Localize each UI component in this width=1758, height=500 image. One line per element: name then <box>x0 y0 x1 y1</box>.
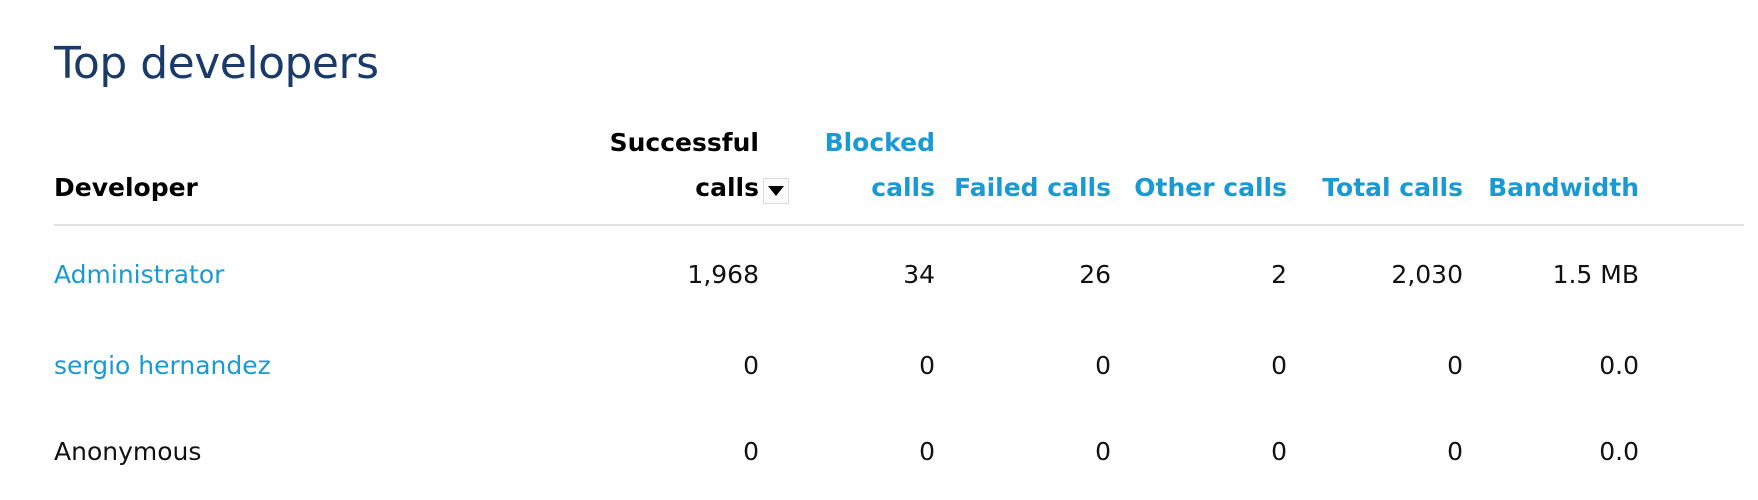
header-blocked-line1: Blocked <box>824 128 935 157</box>
developers-table: Developer Successful calls Blocked calls <box>54 108 1744 494</box>
header-successful-calls-label: Successful calls <box>610 120 759 210</box>
developer-link[interactable]: Administrator <box>54 259 225 289</box>
header-other-calls-label[interactable]: Other calls <box>1134 173 1287 202</box>
header-developer: Developer <box>54 108 579 226</box>
cell-spacer <box>1639 408 1744 494</box>
header-successful-line2: calls <box>695 173 759 202</box>
cell-total-calls: 2,030 <box>1391 259 1463 289</box>
cell-other-calls: 2 <box>1271 259 1287 289</box>
sort-down-icon[interactable] <box>763 178 789 204</box>
cell-spacer <box>1639 225 1744 322</box>
cell-successful-calls: 0 <box>743 436 759 466</box>
header-total-calls-label[interactable]: Total calls <box>1322 173 1463 202</box>
cell-blocked-calls: 0 <box>919 350 935 380</box>
cell-successful-calls: 0 <box>743 350 759 380</box>
cell-spacer <box>1639 322 1744 408</box>
panel-title: Top developers <box>54 38 379 89</box>
cell-bandwidth: 1.5 MB <box>1552 259 1639 289</box>
table-row: sergio hernandez 0 0 0 0 0 0.0 <box>54 322 1744 408</box>
top-developers-panel: Top developers Developer Successful <box>54 34 1744 466</box>
header-failed-calls[interactable]: Failed calls <box>935 108 1111 226</box>
cell-other-calls: 0 <box>1271 350 1287 380</box>
developer-link[interactable]: sergio hernandez <box>54 350 271 380</box>
header-successful-line1: Successful <box>609 128 759 157</box>
header-blocked-calls[interactable]: Blocked calls <box>759 108 935 226</box>
header-developer-label: Developer <box>54 173 198 202</box>
header-bandwidth-label[interactable]: Bandwidth <box>1488 173 1639 202</box>
header-blocked-calls-label[interactable]: Blocked calls <box>825 120 935 210</box>
header-total-calls[interactable]: Total calls <box>1287 108 1463 226</box>
cell-successful-calls: 1,968 <box>687 259 759 289</box>
cell-blocked-calls: 34 <box>903 259 935 289</box>
cell-total-calls: 0 <box>1447 436 1463 466</box>
cell-developer[interactable]: Administrator <box>54 225 579 322</box>
cell-failed-calls: 0 <box>1095 436 1111 466</box>
cell-failed-calls: 26 <box>1079 259 1111 289</box>
header-spacer <box>1639 108 1744 226</box>
header-successful-calls[interactable]: Successful calls <box>579 108 789 226</box>
table-row: Anonymous 0 0 0 0 0 0.0 <box>54 408 1744 494</box>
header-failed-calls-label[interactable]: Failed calls <box>954 173 1111 202</box>
cell-failed-calls: 0 <box>1095 350 1111 380</box>
table-row: Administrator 1,968 34 26 2 2,030 1.5 MB <box>54 225 1744 322</box>
header-blocked-line2: calls <box>871 173 935 202</box>
cell-bandwidth: 0.0 <box>1599 436 1639 466</box>
cell-total-calls: 0 <box>1447 350 1463 380</box>
cell-developer[interactable]: sergio hernandez <box>54 322 579 408</box>
cell-bandwidth: 0.0 <box>1599 350 1639 380</box>
cell-blocked-calls: 0 <box>919 436 935 466</box>
cell-developer: Anonymous <box>54 408 579 494</box>
header-other-calls[interactable]: Other calls <box>1111 108 1287 226</box>
header-bandwidth[interactable]: Bandwidth <box>1463 108 1639 226</box>
cell-other-calls: 0 <box>1271 436 1287 466</box>
developer-name: Anonymous <box>54 436 202 466</box>
header-row: Developer Successful calls Blocked calls <box>54 108 1744 226</box>
